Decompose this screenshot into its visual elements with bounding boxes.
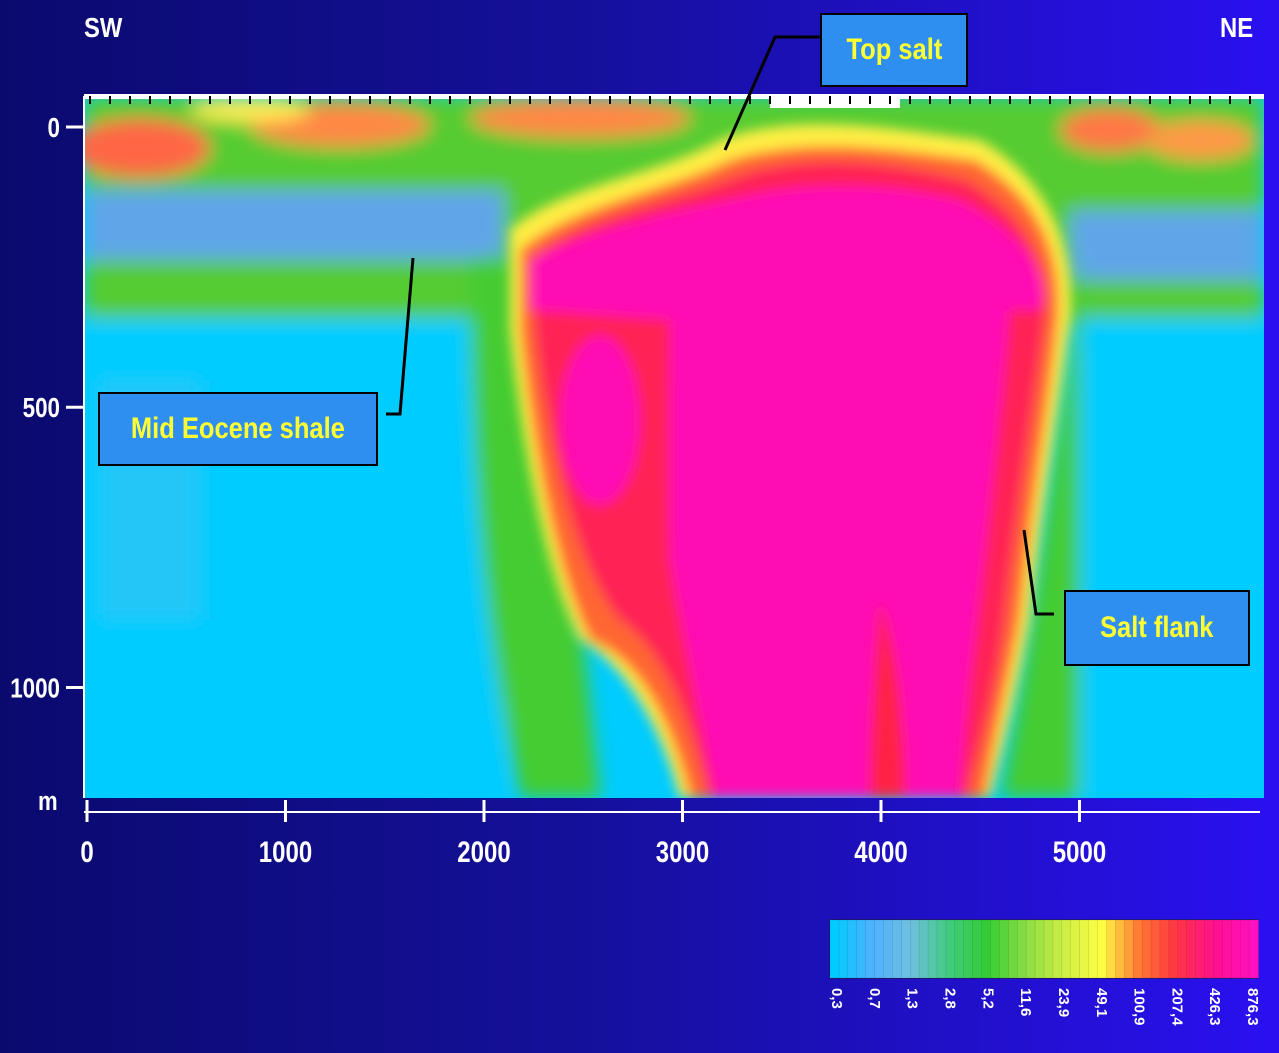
x-tick-label: 2000 bbox=[457, 834, 510, 868]
colorbar-label: 23,9 bbox=[1055, 988, 1072, 1017]
station-markers bbox=[84, 94, 1264, 108]
direction-ne-label: NE bbox=[1220, 12, 1254, 43]
colorbar-label: 11,6 bbox=[1017, 988, 1034, 1016]
colorbar-cell bbox=[1106, 919, 1117, 979]
y-tick-label: 1000 bbox=[10, 673, 60, 704]
colorbar-cell bbox=[1231, 919, 1242, 979]
colorbar-label: 0,3 bbox=[828, 988, 845, 1009]
colorbar-cell bbox=[838, 919, 849, 979]
colorbar-label: 5,2 bbox=[979, 988, 996, 1009]
colorbar-cell bbox=[1239, 919, 1250, 979]
colorbar-cell bbox=[1088, 919, 1099, 979]
y-axis-unit-label: m bbox=[38, 787, 58, 816]
callout-top-salt-text: Top salt bbox=[846, 33, 942, 66]
callout-mid-eocene-shale-text: Mid Eocene shale bbox=[131, 412, 345, 445]
callout-salt-flank: Salt flank bbox=[1064, 590, 1250, 666]
colorbar-cell bbox=[1141, 919, 1152, 979]
colorbar-cell bbox=[990, 919, 1001, 979]
colorbar-cell bbox=[1025, 919, 1036, 979]
colorbar-cell bbox=[1115, 919, 1126, 979]
colorbar-label: 207,4 bbox=[1168, 988, 1185, 1026]
colorbar-cell bbox=[927, 919, 938, 979]
colorbar-cell bbox=[945, 919, 956, 979]
callout-mid-eocene-shale: Mid Eocene shale bbox=[98, 392, 378, 466]
colorbar-label: 1,3 bbox=[904, 988, 921, 1009]
colorbar-cell bbox=[1043, 919, 1054, 979]
y-axis: 0 500 1000 bbox=[10, 96, 85, 798]
colorbar-cell bbox=[1195, 919, 1206, 979]
colorbar-cell bbox=[829, 919, 840, 979]
colorbar-cell bbox=[1070, 919, 1081, 979]
y-tick-label: 0 bbox=[48, 113, 60, 144]
colorbar-cell bbox=[1186, 919, 1197, 979]
colorbar-cell bbox=[999, 919, 1010, 979]
colorbar-label: 876,3 bbox=[1244, 988, 1261, 1026]
colorbar-cell bbox=[1248, 919, 1259, 979]
colorbar-cell bbox=[1177, 919, 1188, 979]
colorbar-cell bbox=[1124, 919, 1135, 979]
colorbar-cell bbox=[981, 919, 992, 979]
colorbar-cell bbox=[865, 919, 876, 979]
colorbar-cell bbox=[1017, 919, 1028, 979]
colorbar-label: 100,9 bbox=[1131, 988, 1148, 1026]
x-tick-label: 1000 bbox=[259, 834, 312, 868]
colorbar-cell bbox=[1168, 919, 1179, 979]
shale-leader bbox=[386, 257, 415, 416]
colorbar-cell bbox=[1132, 919, 1143, 979]
colorbar-cell bbox=[1213, 919, 1224, 979]
x-axis: 0 1000 2000 3000 4000 5000 bbox=[80, 800, 1260, 869]
callout-leaders bbox=[386, 35, 1054, 616]
colorbar-cell bbox=[1008, 919, 1019, 979]
colorbar-cell bbox=[1159, 919, 1170, 979]
colorbar-cell bbox=[847, 919, 858, 979]
colorbar-cell bbox=[1150, 919, 1161, 979]
colorbar: 0,3 0,7 1,3 2,8 5,2 11,6 23,9 49,1 100,9 207,4 426… bbox=[828, 919, 1261, 1026]
y-tick-label: 500 bbox=[23, 393, 60, 424]
x-tick-label: 3000 bbox=[656, 834, 709, 868]
colorbar-cell bbox=[972, 919, 983, 979]
colorbar-cell bbox=[1061, 919, 1072, 979]
colorbar-cell bbox=[874, 919, 885, 979]
colorbar-cell bbox=[883, 919, 894, 979]
salt-flank-leader bbox=[1022, 529, 1054, 616]
colorbar-cell bbox=[1222, 919, 1233, 979]
callout-salt-flank-text: Salt flank bbox=[1100, 611, 1214, 644]
heatmap-field bbox=[84, 96, 1264, 798]
colorbar-cell bbox=[1097, 919, 1108, 979]
callout-top-salt: Top salt bbox=[820, 13, 968, 87]
x-tick-label: 5000 bbox=[1053, 834, 1106, 868]
colorbar-cell bbox=[1204, 919, 1215, 979]
colorbar-cell bbox=[936, 919, 947, 979]
colorbar-cell bbox=[963, 919, 974, 979]
colorbar-label: 426,3 bbox=[1206, 988, 1223, 1026]
x-tick-label: 4000 bbox=[854, 834, 907, 868]
x-tick-label: 0 bbox=[80, 834, 93, 868]
colorbar-cell bbox=[856, 919, 867, 979]
colorbar-cell bbox=[918, 919, 929, 979]
colorbar-label: 0,7 bbox=[866, 988, 883, 1009]
colorbar-label: 49,1 bbox=[1093, 988, 1110, 1017]
colorbar-cell bbox=[954, 919, 965, 979]
colorbar-cell bbox=[1079, 919, 1090, 979]
direction-sw-label: SW bbox=[84, 12, 123, 43]
colorbar-cell bbox=[910, 919, 921, 979]
colorbar-cell bbox=[901, 919, 912, 979]
colorbar-cell bbox=[1052, 919, 1063, 979]
top-salt-leader bbox=[723, 35, 820, 151]
colorbar-label: 2,8 bbox=[941, 988, 958, 1009]
colorbar-cell bbox=[1034, 919, 1045, 979]
colorbar-cell bbox=[892, 919, 903, 979]
